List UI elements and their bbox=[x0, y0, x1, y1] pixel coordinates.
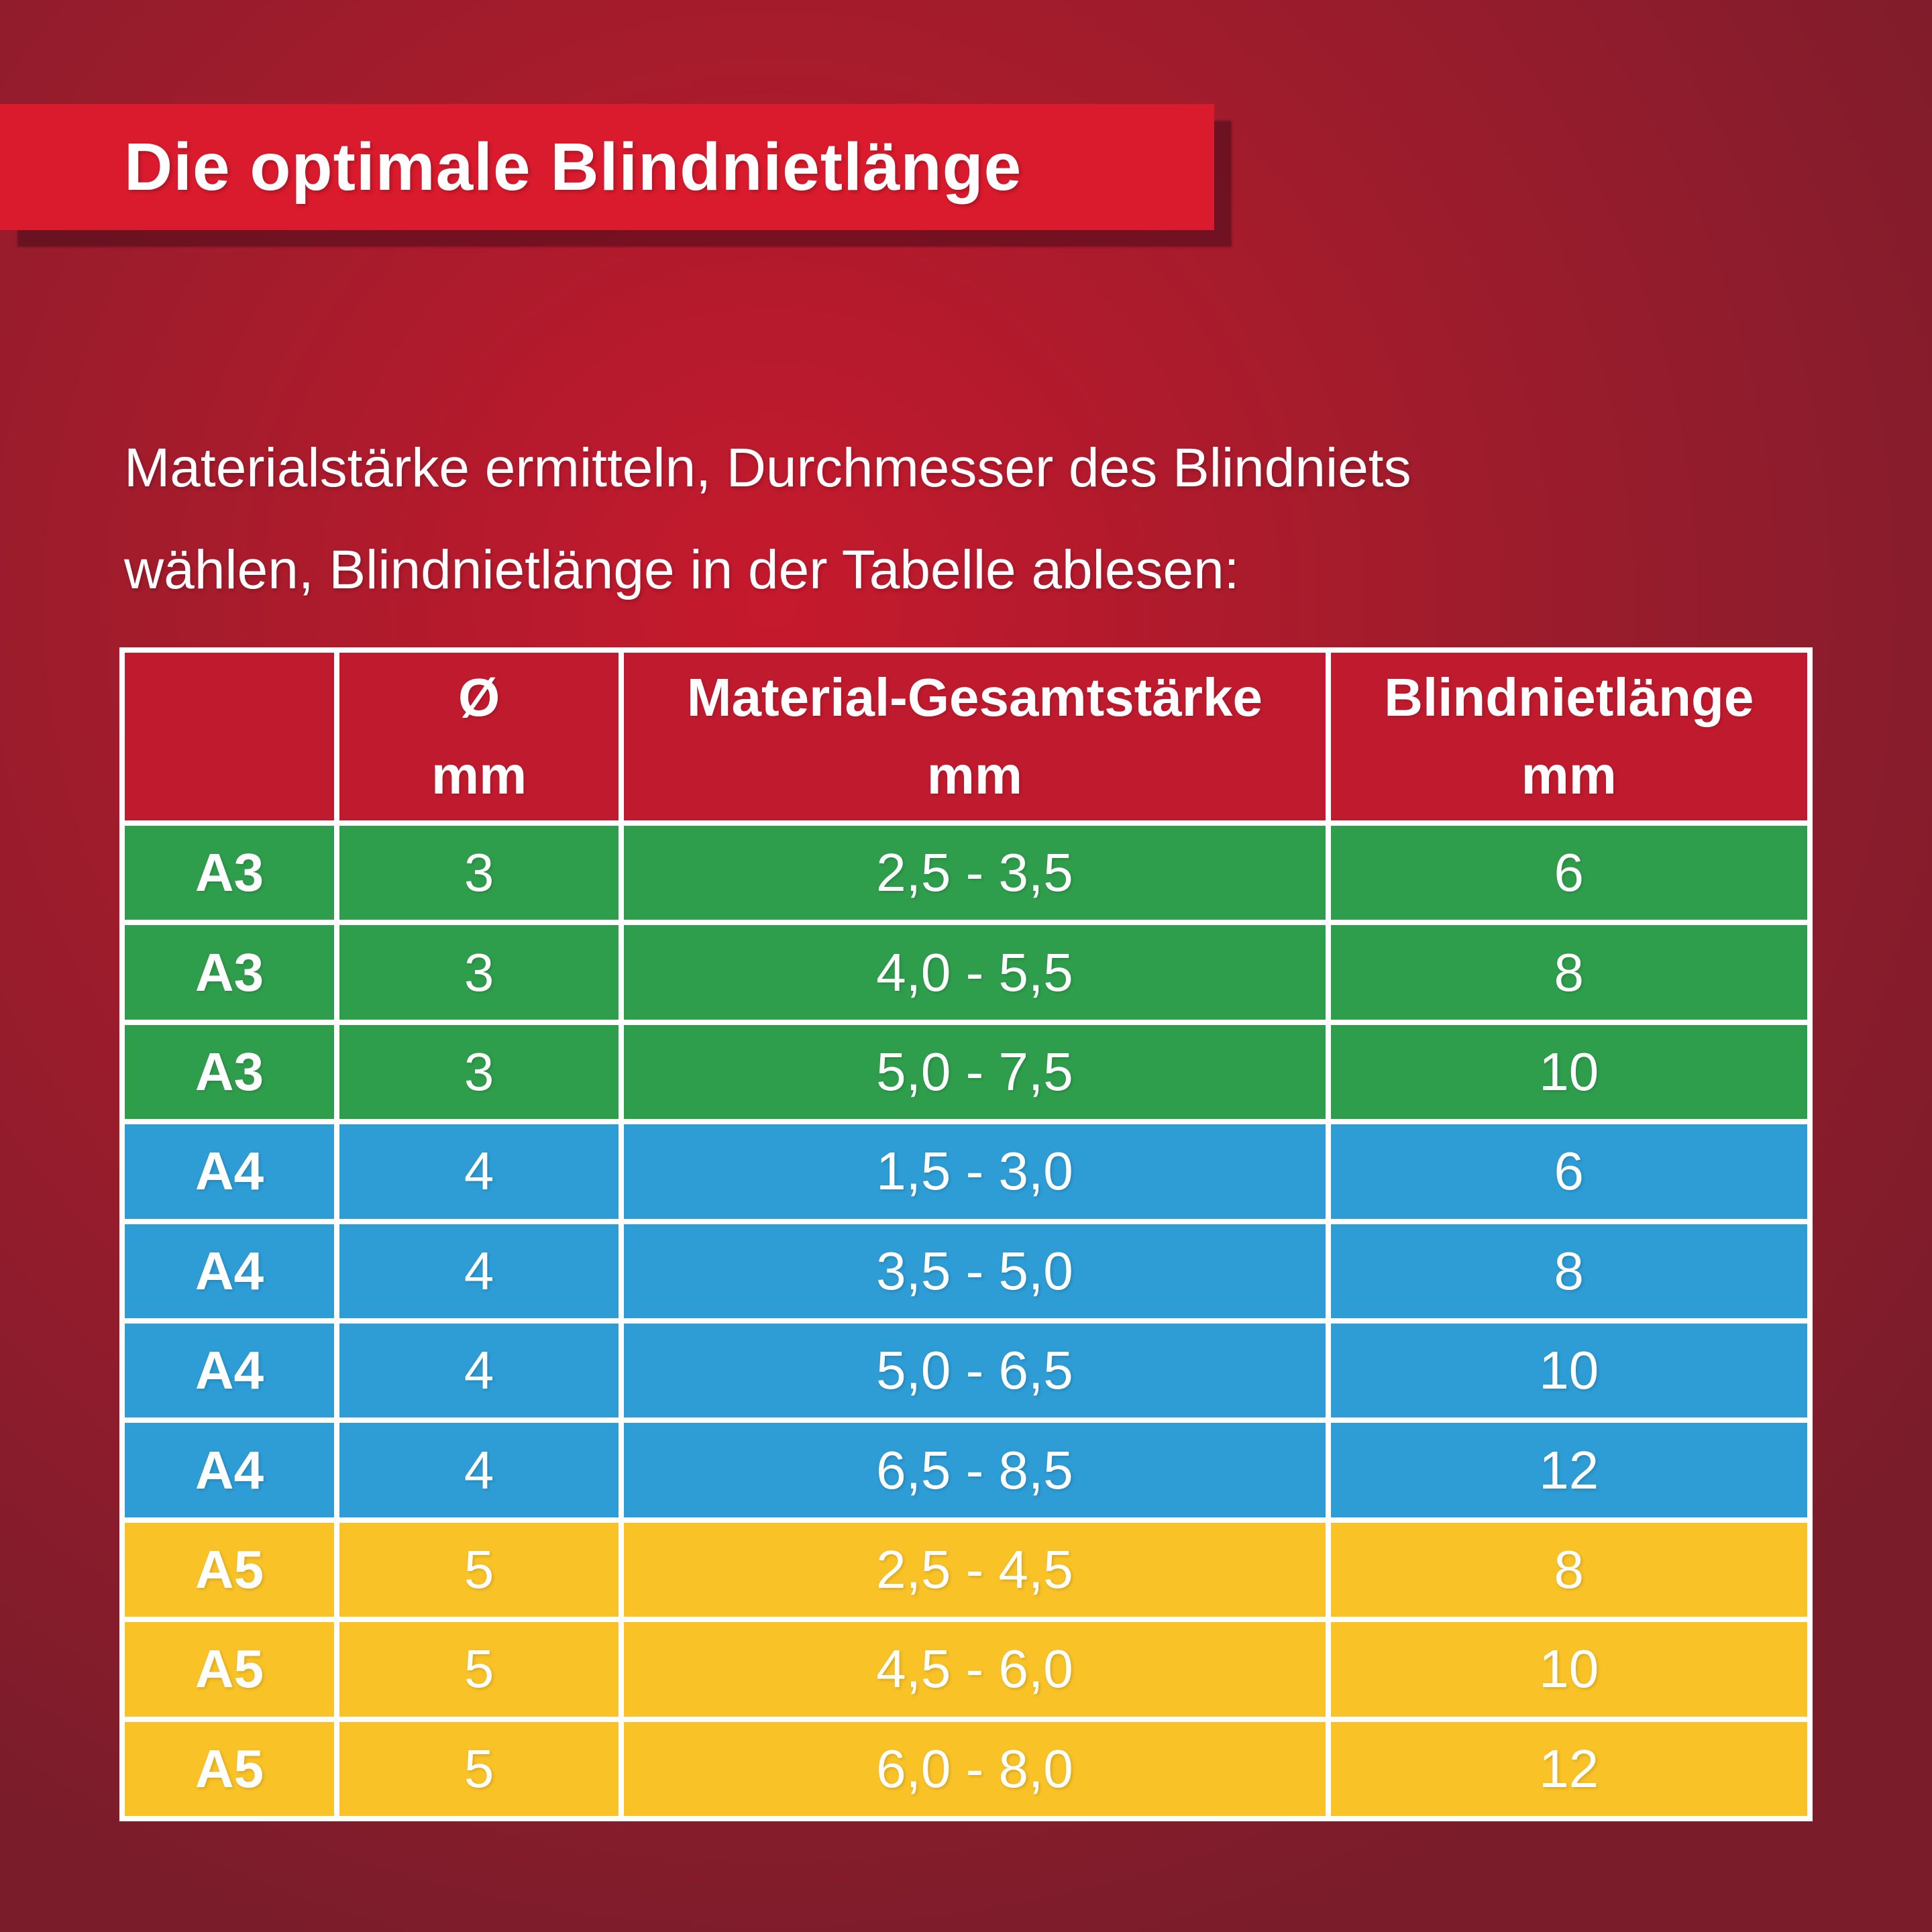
rivet-type-cell: A5 bbox=[125, 1622, 334, 1717]
rivet-type-cell: A4 bbox=[125, 1423, 334, 1517]
rivet-length-cell: 6 bbox=[1330, 1124, 1807, 1219]
header-material-label: Material-Gesamtstärke bbox=[686, 667, 1263, 727]
header-diameter-label: Ø bbox=[458, 667, 500, 727]
table-row: A4 4 6,5 - 8,5 12 bbox=[125, 1423, 1807, 1517]
diameter-cell: 3 bbox=[339, 826, 619, 920]
diameter-cell: 5 bbox=[339, 1721, 619, 1816]
page-title: Die optimale Blindnietlänge bbox=[124, 129, 1022, 205]
header-material-cell: Material-Gesamtstärke mm bbox=[624, 653, 1326, 820]
diameter-cell: 4 bbox=[339, 1124, 619, 1219]
diameter-cell: 4 bbox=[339, 1224, 619, 1318]
rivet-length-cell: 12 bbox=[1330, 1423, 1807, 1517]
rivet-type-cell: A4 bbox=[125, 1224, 334, 1318]
rivet-type-cell: A5 bbox=[125, 1721, 334, 1816]
rivet-type-cell: A3 bbox=[125, 826, 334, 920]
rivet-type-cell: A3 bbox=[125, 1024, 334, 1120]
material-range-cell: 6,5 - 8,5 bbox=[624, 1423, 1326, 1517]
rivet-length-cell: 10 bbox=[1330, 1323, 1807, 1418]
header-diameter-cell: Ø mm bbox=[339, 653, 619, 820]
rivet-length-cell: 8 bbox=[1330, 1224, 1807, 1318]
material-range-cell: 4,0 - 5,5 bbox=[624, 925, 1326, 1020]
table-row: A3 3 4,0 - 5,5 8 bbox=[125, 925, 1807, 1020]
rivet-length-cell: 12 bbox=[1330, 1721, 1807, 1816]
header-diameter-unit: mm bbox=[431, 745, 527, 805]
material-range-cell: 6,0 - 8,0 bbox=[624, 1721, 1326, 1816]
header-material-unit: mm bbox=[926, 745, 1023, 805]
rivet-size-table: Ø mm Material-Gesamtstärke mm Blindnietl… bbox=[119, 647, 1813, 1821]
rivet-length-cell: 6 bbox=[1330, 826, 1807, 920]
rivet-type-cell: A5 bbox=[125, 1522, 334, 1617]
table-row: A5 5 6,0 - 8,0 12 bbox=[125, 1721, 1807, 1816]
diameter-cell: 4 bbox=[339, 1323, 619, 1418]
title-banner: Die optimale Blindnietlänge bbox=[0, 104, 1214, 230]
rivet-length-cell: 10 bbox=[1330, 1622, 1807, 1717]
intro-line-2: wählen, Blindnietlänge in der Tabelle ab… bbox=[124, 539, 1240, 600]
rivet-length-cell: 10 bbox=[1330, 1024, 1807, 1120]
header-length-label: Blindnietlänge bbox=[1384, 667, 1754, 727]
table-row: A3 3 2,5 - 3,5 6 bbox=[125, 826, 1807, 920]
rivet-type-cell: A4 bbox=[125, 1323, 334, 1418]
header-length-unit: mm bbox=[1521, 745, 1617, 805]
diameter-cell: 5 bbox=[339, 1522, 619, 1617]
rivet-type-cell: A3 bbox=[125, 925, 334, 1020]
table-row: A3 3 5,0 - 7,5 10 bbox=[125, 1024, 1807, 1120]
material-range-cell: 2,5 - 3,5 bbox=[624, 826, 1326, 920]
material-range-cell: 3,5 - 5,0 bbox=[624, 1224, 1326, 1318]
intro-text: Materialstärke ermitteln, Durchmesser de… bbox=[124, 417, 1815, 621]
header-empty-cell bbox=[125, 653, 334, 820]
diameter-cell: 5 bbox=[339, 1622, 619, 1717]
material-range-cell: 5,0 - 6,5 bbox=[624, 1323, 1326, 1418]
rivet-length-cell: 8 bbox=[1330, 1522, 1807, 1617]
material-range-cell: 2,5 - 4,5 bbox=[624, 1522, 1326, 1617]
rivet-length-cell: 8 bbox=[1330, 925, 1807, 1020]
intro-line-1: Materialstärke ermitteln, Durchmesser de… bbox=[124, 437, 1411, 498]
table-header-row: Ø mm Material-Gesamtstärke mm Blindnietl… bbox=[125, 653, 1807, 820]
material-range-cell: 5,0 - 7,5 bbox=[624, 1024, 1326, 1120]
material-range-cell: 1,5 - 3,0 bbox=[624, 1124, 1326, 1219]
table-row: A4 4 3,5 - 5,0 8 bbox=[125, 1224, 1807, 1318]
diameter-cell: 4 bbox=[339, 1423, 619, 1517]
diameter-cell: 3 bbox=[339, 925, 619, 1020]
diameter-cell: 3 bbox=[339, 1024, 619, 1120]
rivet-type-cell: A4 bbox=[125, 1124, 334, 1219]
material-range-cell: 4,5 - 6,0 bbox=[624, 1622, 1326, 1717]
header-length-cell: Blindnietlänge mm bbox=[1330, 653, 1807, 820]
table-row: A5 5 2,5 - 4,5 8 bbox=[125, 1522, 1807, 1617]
table-row: A4 4 1,5 - 3,0 6 bbox=[125, 1124, 1807, 1219]
table-row: A5 5 4,5 - 6,0 10 bbox=[125, 1622, 1807, 1717]
table-row: A4 4 5,0 - 6,5 10 bbox=[125, 1323, 1807, 1418]
